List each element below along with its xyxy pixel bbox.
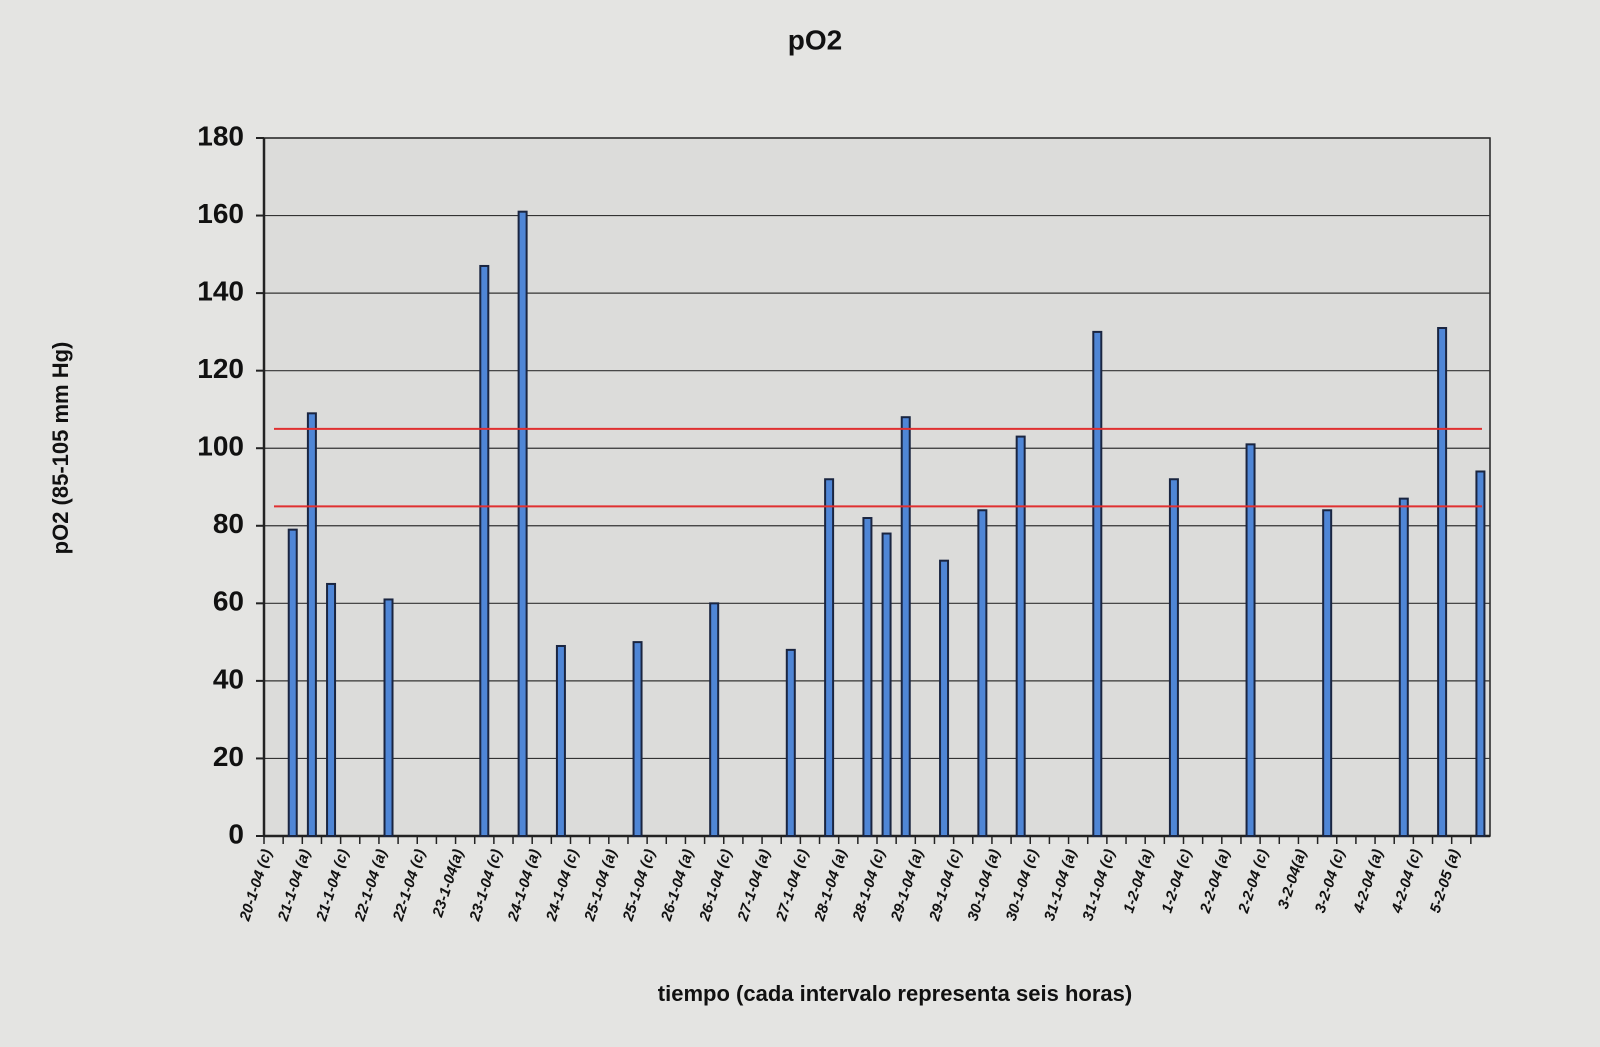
bar (900, 416, 911, 837)
bar (1092, 330, 1103, 837)
bar (306, 412, 317, 837)
bar (881, 532, 892, 837)
bar (785, 648, 796, 837)
y-tick-label: 180 (197, 120, 244, 151)
y-tick-label: 0 (228, 818, 244, 849)
bar (1168, 478, 1179, 837)
bar (1398, 497, 1409, 837)
chart-title: pO2 (788, 24, 842, 55)
bar (1015, 435, 1026, 837)
bar (824, 478, 835, 837)
y-tick-label: 140 (197, 276, 244, 307)
y-tick-label: 160 (197, 198, 244, 229)
bar (479, 264, 490, 837)
bar (326, 582, 337, 838)
bar (1475, 470, 1486, 837)
bar (862, 517, 873, 837)
bar (977, 509, 988, 837)
y-tick-label: 120 (197, 353, 244, 384)
y-tick-label: 100 (197, 431, 244, 462)
bar (287, 528, 298, 838)
y-axis-label: pO2 (85-105 mm Hg) (48, 342, 73, 555)
bar (1437, 327, 1448, 837)
y-tick-label: 40 (213, 663, 244, 694)
bar (555, 644, 566, 837)
plot-area (263, 137, 1491, 837)
y-tick-label: 60 (213, 586, 244, 617)
bar (709, 602, 720, 837)
x-axis-label: tiempo (cada intervalo representa seis h… (658, 981, 1132, 1006)
y-tick-label: 80 (213, 508, 244, 539)
bar (383, 598, 394, 838)
bar (1322, 509, 1333, 837)
bar (632, 641, 643, 837)
bar (1245, 443, 1256, 837)
y-tick-label: 20 (213, 741, 244, 772)
bar (517, 210, 528, 837)
bar (939, 559, 950, 838)
